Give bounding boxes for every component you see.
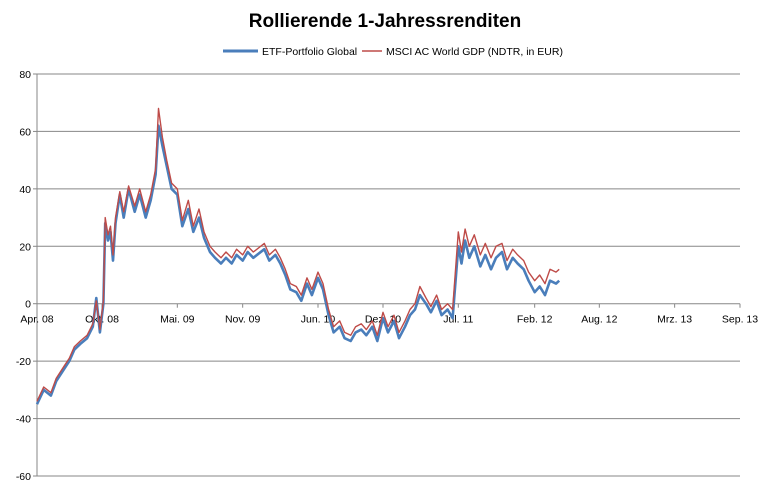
series-lines xyxy=(35,107,561,405)
x-tick-label: Nov. 09 xyxy=(225,314,261,326)
x-tick-label: Apr. 08 xyxy=(20,314,53,326)
y-tick-label: 0 xyxy=(25,299,31,311)
y-axis-ticks: -60 -40 -20 0 20 40 60 80 xyxy=(16,69,37,483)
legend-label-etf-portfolio: ETF-Portfolio Global xyxy=(262,46,357,58)
y-tick-label: 20 xyxy=(19,241,31,253)
x-tick-label: Feb. 12 xyxy=(517,314,553,326)
x-tick-label: Mrz. 13 xyxy=(657,314,692,326)
series-line-msci xyxy=(36,107,560,402)
chart-title: Rollierende 1-Jahressrenditen xyxy=(249,11,521,32)
y-tick-label: -60 xyxy=(16,471,31,483)
x-tick-label: Jun. 10 xyxy=(301,314,336,326)
series-line-etf-portfolio xyxy=(35,124,561,405)
y-tick-label: -20 xyxy=(16,356,31,368)
legend: ETF-Portfolio Global MSCI AC World GDP (… xyxy=(223,46,563,58)
y-tick-label: 40 xyxy=(19,184,31,196)
x-tick-label: Mai. 09 xyxy=(160,314,195,326)
x-tick-label: Sep. 13 xyxy=(722,314,758,326)
x-tick-label: Aug. 12 xyxy=(581,314,617,326)
y-tick-label: 80 xyxy=(19,69,31,81)
x-axis-ticks: Apr. 08 Okt. 08 Mai. 09 Nov. 09 Jun. 10 Dez. … xyxy=(20,303,758,326)
legend-label-msci: MSCI AC World GDP (NDTR, in EUR) xyxy=(386,46,563,58)
x-tick-label: Jul. 11 xyxy=(443,314,473,326)
gridlines xyxy=(37,73,740,477)
y-tick-label: 60 xyxy=(19,126,31,138)
axes xyxy=(36,74,740,476)
y-tick-label: -40 xyxy=(16,414,31,426)
